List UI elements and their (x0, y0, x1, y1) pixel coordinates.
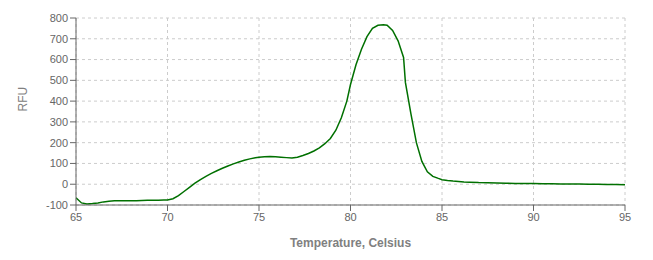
svg-text:85: 85 (436, 211, 448, 223)
svg-text:100: 100 (50, 157, 68, 169)
svg-text:0: 0 (62, 178, 68, 190)
svg-text:600: 600 (50, 53, 68, 65)
svg-text:80: 80 (344, 211, 356, 223)
svg-text:400: 400 (50, 95, 68, 107)
svg-text:RFU: RFU (16, 87, 30, 112)
svg-text:700: 700 (50, 33, 68, 45)
svg-text:300: 300 (50, 116, 68, 128)
svg-text:65: 65 (70, 211, 82, 223)
svg-text:500: 500 (50, 74, 68, 86)
svg-text:Temperature, Celsius: Temperature, Celsius (290, 236, 411, 250)
svg-text:70: 70 (161, 211, 173, 223)
svg-text:200: 200 (50, 137, 68, 149)
svg-text:75: 75 (253, 211, 265, 223)
svg-text:95: 95 (619, 211, 631, 223)
svg-text:800: 800 (50, 12, 68, 24)
svg-text:90: 90 (527, 211, 539, 223)
svg-text:-100: -100 (46, 199, 68, 211)
